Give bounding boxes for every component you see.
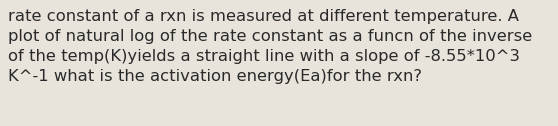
Text: rate constant of a rxn is measured at different temperature. A
plot of natural l: rate constant of a rxn is measured at di…: [8, 9, 533, 84]
